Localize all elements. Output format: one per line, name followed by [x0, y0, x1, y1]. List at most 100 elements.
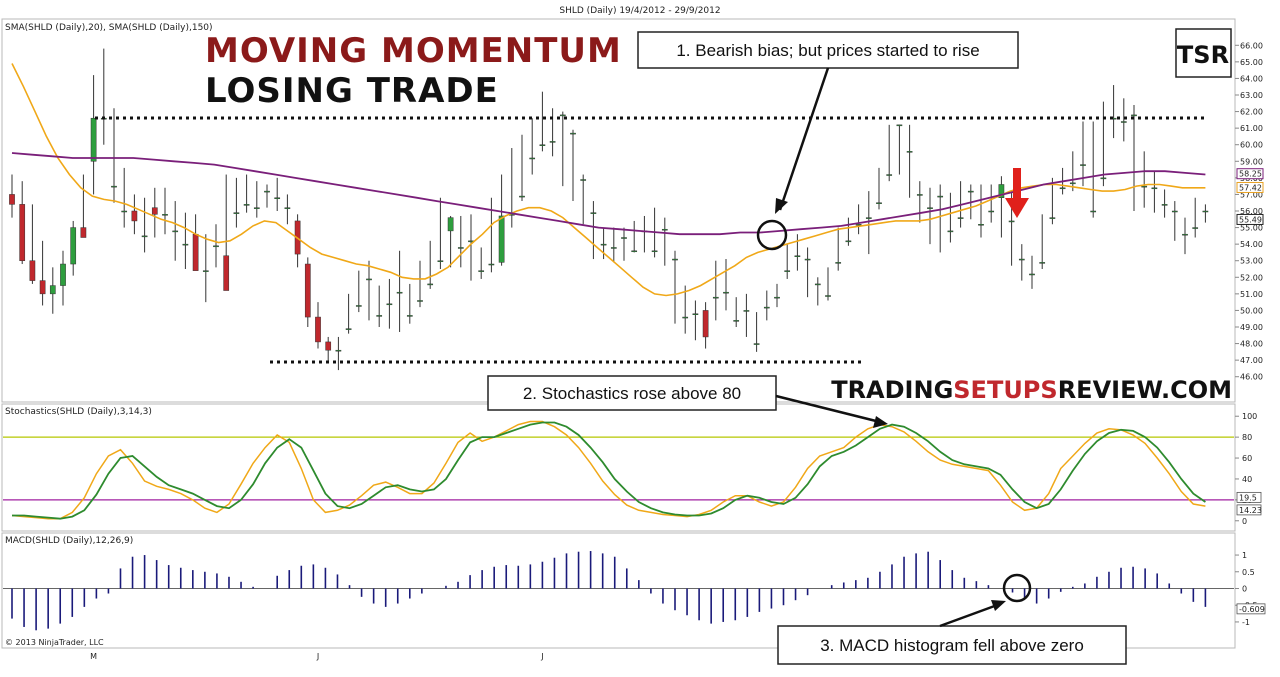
candle-body — [345, 328, 352, 330]
stoch-axis-tick-label: 80 — [1242, 433, 1252, 442]
candle-body — [580, 179, 587, 181]
price-axis-tick-label: 56.00 — [1240, 207, 1263, 216]
macd-value-label: -0.609 — [1239, 605, 1265, 614]
candle-body — [49, 285, 56, 295]
candle-body — [233, 212, 240, 214]
stoch-axis-tick-label: 100 — [1242, 412, 1257, 421]
price-axis-tick-label: 49.00 — [1240, 323, 1263, 332]
copyright-text: © 2013 NinjaTrader, LLC — [5, 638, 104, 647]
candle-body — [90, 117, 97, 162]
annotation-1-arrow-line — [778, 67, 830, 211]
candle-body — [386, 303, 393, 306]
candle-body — [264, 190, 270, 193]
candle-body — [335, 349, 342, 352]
candle-body — [1018, 258, 1025, 261]
candle-body — [406, 315, 413, 317]
candle-body — [692, 313, 699, 315]
candle-body — [1049, 217, 1056, 219]
candle-body — [937, 195, 944, 198]
candle-body — [488, 263, 495, 266]
candle-body — [19, 204, 26, 261]
candle-body — [376, 315, 383, 317]
candle-body — [417, 300, 423, 302]
stoch-fast-line — [11, 420, 1206, 520]
price-axis-tick-label: 50.00 — [1240, 306, 1263, 315]
entry-arrow-shaft — [1013, 168, 1021, 200]
candle-body — [600, 243, 607, 246]
price-axis-tick-label: 51.00 — [1240, 290, 1263, 299]
candle-body — [978, 224, 984, 226]
candle-body — [1141, 185, 1148, 188]
macd-axis-tick-label: -1 — [1242, 618, 1250, 627]
price-label-text: 55.49 — [1239, 215, 1262, 224]
stoch-axis-tick-label: 40 — [1242, 475, 1252, 484]
candle-body — [70, 227, 77, 265]
x-axis-tick-label: J — [540, 652, 543, 661]
tsr-logo-box — [1175, 28, 1232, 78]
price-axis-tick-label: 64.00 — [1240, 74, 1263, 83]
candle-body — [447, 217, 454, 232]
candle-body — [243, 204, 250, 206]
stochastics-panel-label: Stochastics(SHLD (Daily),3,14,3) — [5, 407, 152, 417]
candle-body — [661, 228, 668, 231]
candle-body — [763, 306, 770, 309]
candle-body — [1182, 233, 1188, 236]
annotation-3-text: 3. MACD histogram fell above zero — [820, 636, 1084, 655]
candle-body — [80, 227, 87, 238]
candle-body — [478, 270, 485, 272]
candle-body — [396, 291, 403, 294]
candle-body — [1100, 177, 1107, 180]
entry-arrow-head — [1005, 198, 1029, 218]
brand-part2: SETUPS — [953, 376, 1057, 404]
candle-body — [610, 247, 617, 249]
candle-body — [804, 258, 811, 261]
annotation-1-circle — [756, 219, 788, 251]
candle-body — [712, 296, 719, 299]
stoch-value-box — [1236, 504, 1262, 516]
price-panel: 66.00 65.00 64.00 63.00 62.00 61.00 60.00 59.00… — [9, 41, 1264, 382]
candle-body — [651, 250, 658, 253]
overlay-title-line2: LOSING TRADE — [205, 71, 499, 111]
brand-part3: REVIEW.COM — [1058, 376, 1232, 404]
price-label-text: 57.42 — [1239, 183, 1262, 192]
candle-body — [253, 207, 260, 209]
price-axis-tick-label: 59.00 — [1240, 157, 1263, 166]
candle-body — [896, 124, 903, 127]
candle-body — [274, 197, 281, 199]
candle-body — [774, 296, 780, 299]
stoch-axis-tick-label: 0 — [1242, 517, 1247, 526]
overlay-title-line1: MOVING MOMENTUM — [205, 31, 622, 71]
candle-body — [39, 280, 46, 295]
candle-body — [498, 215, 505, 263]
price-axis-tick-label: 60.00 — [1240, 141, 1263, 150]
price-panel-label: SMA(SHLD (Daily),20), SMA(SHLD (Daily),1… — [5, 23, 213, 33]
candle-body — [315, 316, 321, 343]
candle-body — [845, 240, 852, 243]
candle-body — [457, 247, 464, 249]
annotation-2-arrow-head — [873, 416, 888, 428]
candle-body — [631, 250, 638, 253]
candle-body — [559, 114, 566, 117]
price-label-box — [1236, 213, 1264, 225]
annotation-1-arrow-head — [775, 198, 788, 214]
candle-body — [682, 316, 689, 319]
annotation-2: 2. Stochastics rose above 80 — [487, 375, 888, 428]
candle-body — [355, 305, 362, 307]
candle-body — [855, 224, 862, 226]
candle-body — [916, 194, 923, 196]
candle-body — [437, 260, 444, 262]
annotation-3-box — [777, 625, 1127, 665]
candle-body — [60, 263, 66, 286]
candle-body — [1151, 187, 1158, 190]
candle-body — [182, 243, 189, 246]
candle-body — [947, 230, 954, 233]
candle-body — [213, 245, 219, 248]
candle-body — [284, 207, 291, 209]
candle-body — [1120, 121, 1127, 123]
candle-body — [1161, 204, 1168, 206]
candle-body — [784, 270, 791, 272]
stoch-value-box — [1236, 491, 1262, 503]
